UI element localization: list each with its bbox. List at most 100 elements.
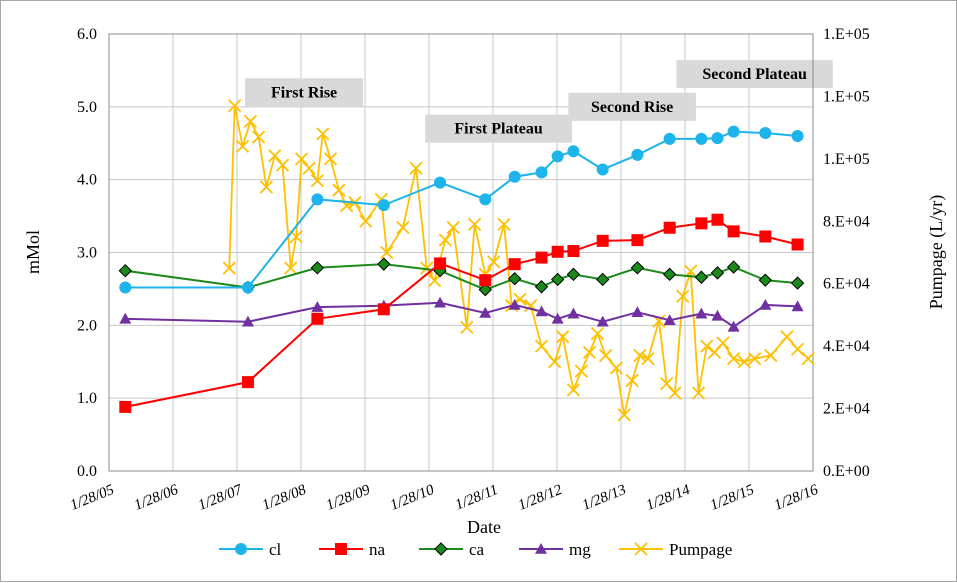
x-marker-stroke — [668, 386, 682, 400]
legend-item-cl: cl — [219, 540, 282, 559]
data-point-na — [479, 274, 492, 287]
axis-layer: 1/28/05 1/28/06 1/28/07 1/28/08 1/28/09 1/28/… — [68, 26, 870, 514]
data-point-pumpage — [599, 348, 613, 363]
x-tick-label: 1/28/10 — [388, 482, 437, 514]
legend-marker — [634, 542, 648, 556]
series-mg — [119, 296, 804, 332]
x-marker-stroke — [716, 336, 730, 350]
data-point-ca — [726, 260, 741, 274]
data-point-ca — [595, 272, 610, 287]
annotation-label: First Plateau — [454, 121, 543, 138]
data-point-pumpage — [668, 386, 682, 400]
x-marker-stroke — [396, 220, 410, 235]
data-point-pumpage — [467, 217, 482, 232]
data-point-na — [727, 225, 740, 238]
legend-item-na: na — [319, 540, 386, 559]
data-point-na — [535, 251, 548, 264]
data-point-mg — [479, 306, 492, 318]
data-point-cl — [377, 199, 390, 212]
data-point-mg — [631, 306, 644, 318]
x-marker-stroke — [599, 348, 613, 363]
annotation-label: Second Plateau — [702, 66, 807, 83]
x-tick-label: 1/28/16 — [772, 482, 821, 514]
x-marker-stroke — [801, 351, 815, 366]
x-marker-stroke — [524, 298, 538, 313]
x-tick-label: 1/28/07 — [196, 481, 246, 514]
x-marker-stroke — [764, 348, 778, 363]
data-point-pumpage — [275, 158, 290, 172]
data-point-cl — [241, 281, 254, 294]
legend-marker — [535, 543, 547, 554]
x-marker-stroke — [652, 314, 666, 328]
data-point-pumpage — [396, 220, 410, 235]
y-tick-label: 4.0 — [77, 172, 97, 189]
legend-label: ca — [469, 540, 485, 559]
data-point-ca — [310, 261, 325, 275]
data-point-pumpage — [764, 348, 778, 363]
legend-label: Pumpage — [669, 540, 732, 559]
x-marker-stroke — [359, 214, 373, 228]
y-tick-label: 5.0 — [77, 99, 97, 116]
legend-marker — [235, 543, 247, 555]
data-point-pumpage — [259, 180, 274, 194]
data-point-cl — [631, 148, 644, 161]
data-point-pumpage — [438, 233, 452, 247]
y2-tick-label: 2.E+04 — [823, 401, 870, 418]
x-marker-stroke — [556, 330, 570, 344]
y-tick-label: 0.0 — [77, 463, 97, 480]
x-marker-stroke — [590, 327, 605, 341]
x-marker-stroke — [275, 158, 290, 172]
annotation-layer: First Rise First Plateau Second Rise Second… — [245, 60, 833, 143]
x-marker-stroke — [676, 289, 690, 303]
data-point-mg — [727, 320, 740, 332]
data-point-na — [711, 213, 724, 226]
x-tick-label: 1/28/13 — [580, 482, 628, 514]
data-point-cl — [551, 150, 564, 163]
x-marker-stroke — [566, 383, 581, 397]
x-tick-label: 1/28/06 — [132, 482, 181, 514]
x-marker-stroke — [332, 183, 346, 197]
x-tick-label: 1/28/11 — [453, 482, 500, 514]
x-marker-stroke — [235, 139, 250, 154]
data-point-pumpage — [427, 273, 442, 288]
x-marker-stroke — [222, 261, 236, 275]
data-point-na — [311, 312, 324, 325]
data-point-mg — [551, 312, 564, 324]
x-marker-stroke — [268, 149, 282, 163]
x-marker-stroke — [438, 233, 452, 247]
x-marker-stroke — [420, 261, 434, 275]
x-marker-stroke — [228, 99, 242, 113]
x-marker-stroke — [323, 152, 338, 166]
data-point-cl — [508, 170, 521, 183]
data-point-pumpage — [633, 348, 647, 363]
series-cl — [119, 125, 804, 294]
data-point-ca — [790, 276, 805, 290]
x-marker-stroke — [780, 330, 794, 344]
legend-marker — [335, 543, 347, 555]
x-marker-stroke — [289, 230, 303, 244]
data-point-mg — [434, 296, 447, 308]
data-point-pumpage — [460, 320, 474, 335]
data-point-cl — [727, 125, 740, 138]
x-marker-stroke — [726, 351, 741, 366]
y-tick-label: 2.0 — [77, 317, 97, 334]
x-tick-label: 1/28/12 — [516, 482, 565, 514]
x-marker-stroke — [284, 261, 298, 275]
data-point-pumpage — [676, 289, 690, 303]
x-marker-stroke — [374, 192, 388, 207]
data-point-pumpage — [748, 351, 762, 366]
x-marker-stroke — [409, 161, 423, 175]
data-point-pumpage — [487, 255, 501, 269]
data-point-na — [759, 230, 772, 243]
data-point-na — [596, 234, 609, 247]
data-point-na — [508, 258, 521, 271]
data-point-pumpage — [726, 351, 741, 366]
annotation-box — [676, 60, 833, 89]
data-point-na — [551, 245, 564, 258]
x-tick-label: 1/28/08 — [260, 482, 309, 514]
data-point-mg — [711, 309, 724, 321]
x-marker-stroke — [660, 376, 674, 391]
series-ca — [118, 257, 805, 297]
data-point-pumpage — [625, 373, 639, 388]
data-point-pumpage — [574, 364, 588, 378]
